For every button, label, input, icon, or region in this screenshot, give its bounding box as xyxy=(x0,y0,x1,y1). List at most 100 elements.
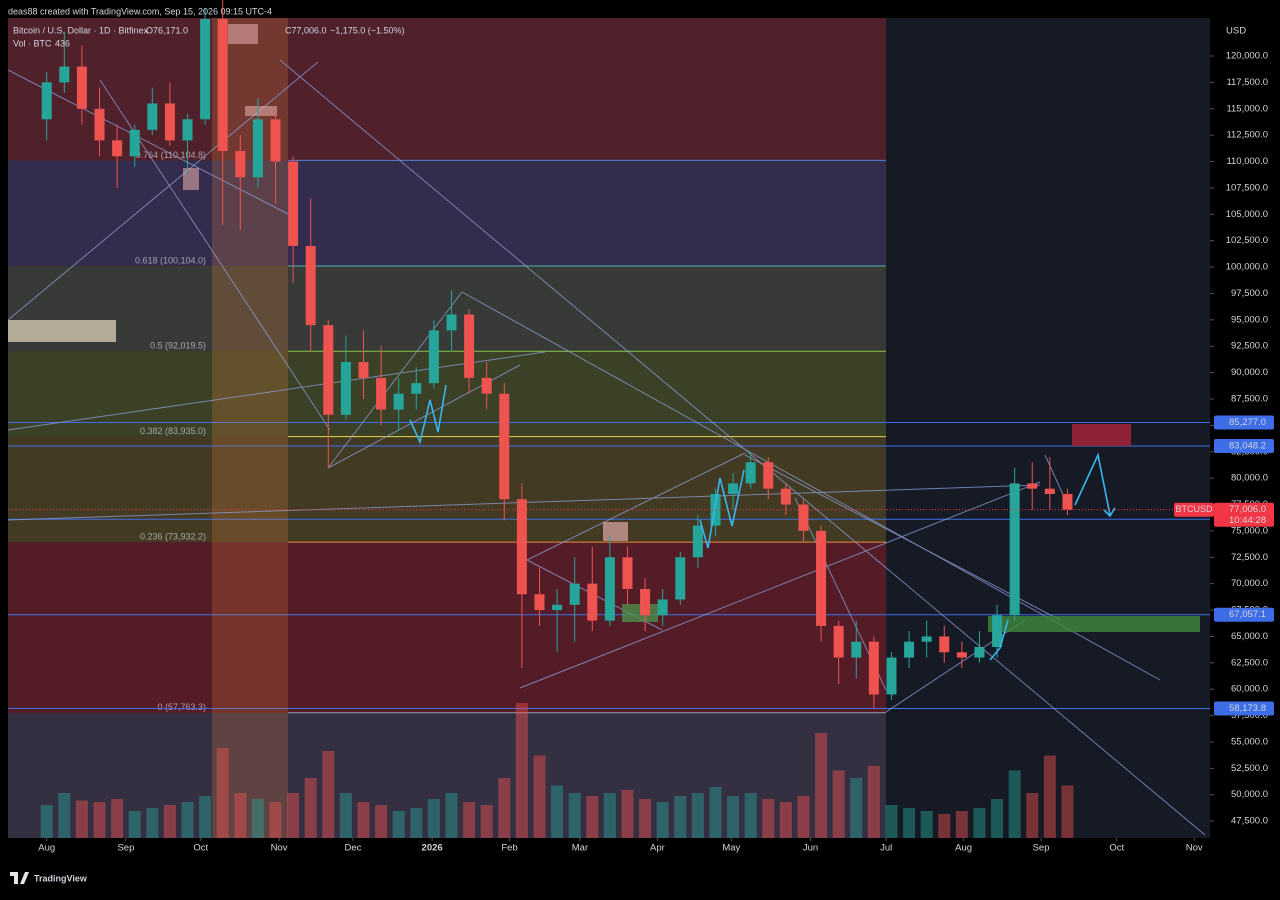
close-value: C77,006.0 xyxy=(285,25,327,35)
candle-body xyxy=(376,377,387,410)
time-axis xyxy=(0,838,1280,858)
supply-box xyxy=(1072,424,1131,446)
candle-body xyxy=(288,161,299,246)
y-tick-label: 55,000.0 xyxy=(1231,736,1268,747)
fib-zone xyxy=(8,265,886,352)
plot-area xyxy=(8,18,1210,838)
candle-body xyxy=(147,103,158,130)
volume-bar xyxy=(146,808,159,838)
volume-bar xyxy=(656,802,669,838)
projection-paths xyxy=(409,384,1116,661)
candle-body xyxy=(956,652,967,658)
volume-bar xyxy=(515,703,528,838)
volume-bar xyxy=(903,808,916,838)
volume-bar xyxy=(815,733,828,838)
y-tick-label: 90,000.0 xyxy=(1231,367,1268,378)
volume-bar xyxy=(586,796,599,838)
y-tick-label: 65,000.0 xyxy=(1231,631,1268,642)
candle-body xyxy=(1027,483,1038,489)
x-tick-label: Aug xyxy=(38,843,55,854)
hand-drawn-path xyxy=(409,384,447,445)
credit: deas88 created with TradingView.com, Sep… xyxy=(8,6,272,16)
y-tick-label: 117,500.0 xyxy=(1226,77,1268,88)
y-tick-label: 57,500.0 xyxy=(1231,710,1268,721)
candle-body xyxy=(675,557,686,600)
volume-bar xyxy=(269,802,282,838)
open-value: O76,171.0 xyxy=(146,25,188,35)
volume-bar xyxy=(1026,793,1039,838)
candle-body xyxy=(252,119,263,178)
x-tick-label: Aug xyxy=(955,843,972,854)
volume-value: 436 xyxy=(55,38,70,48)
volume-bar xyxy=(639,799,652,838)
volume-bar xyxy=(1061,785,1074,838)
y-tick-label: 92,500.0 xyxy=(1231,341,1268,352)
y-tick-label: 47,500.0 xyxy=(1231,816,1268,827)
volume-bar xyxy=(533,755,546,838)
candle-body xyxy=(992,615,1003,647)
volume-bar xyxy=(287,793,300,838)
candle-body xyxy=(235,150,246,178)
candle-body xyxy=(728,483,739,494)
x-tick-label: Sep xyxy=(1033,843,1050,854)
volume-bar xyxy=(568,793,581,838)
volume-bar xyxy=(498,778,511,838)
boxes xyxy=(8,24,1200,632)
volume-bar xyxy=(322,751,335,838)
candle-body xyxy=(780,488,791,505)
volume-bar xyxy=(304,778,317,838)
volume-bar xyxy=(744,793,757,838)
price-line-label: 85,277.0 xyxy=(1229,417,1266,428)
volume-bar xyxy=(797,796,810,838)
fib-label: 0.764 (110,104.8) xyxy=(136,150,206,160)
y-tick-label: 110,000.0 xyxy=(1226,156,1268,167)
candle-body xyxy=(112,140,123,157)
price-line-badge xyxy=(1214,607,1274,622)
x-tick-label: Oct xyxy=(1109,843,1124,854)
x-tick-label: Nov xyxy=(1186,843,1203,854)
candle-body xyxy=(710,493,721,526)
marker-box xyxy=(183,168,199,190)
marker-box xyxy=(228,24,258,44)
price-line-badge xyxy=(1214,415,1274,430)
trend-line xyxy=(7,351,546,431)
demand-box xyxy=(622,604,658,622)
volume-bar xyxy=(938,814,951,838)
candle-body xyxy=(59,66,70,83)
candle-body xyxy=(129,129,140,157)
marker-box xyxy=(245,106,277,116)
x-tick-label: Jul xyxy=(880,843,892,854)
fib-zone xyxy=(8,18,886,161)
volume-bar xyxy=(973,808,986,838)
countdown: 10:44:28 xyxy=(1229,515,1266,526)
candle-body xyxy=(604,557,615,621)
volume-bar xyxy=(40,805,53,838)
candle-body xyxy=(164,103,175,141)
candle-body xyxy=(411,383,422,394)
volume-bar xyxy=(427,799,440,838)
candle-body xyxy=(552,604,563,611)
y-tick-label: 50,000.0 xyxy=(1231,789,1268,800)
marker-box xyxy=(8,320,116,342)
fib-label: 0.382 (83,935.0) xyxy=(140,426,206,436)
volume-bar xyxy=(674,796,687,838)
candle-body xyxy=(516,499,527,595)
y-tick-label: 80,000.0 xyxy=(1231,473,1268,484)
candle-body xyxy=(921,636,932,642)
fib-label: 0 (57,763.3) xyxy=(157,702,206,712)
candle-body xyxy=(1044,488,1055,494)
volume-bar xyxy=(58,793,71,838)
volume-bar xyxy=(410,808,423,838)
candle-body xyxy=(886,657,897,695)
candle-body xyxy=(358,362,369,378)
volume-bar xyxy=(339,793,352,838)
x-tick-label: May xyxy=(722,843,740,854)
logo-mark xyxy=(10,872,29,884)
y-tick-label: 120,000.0 xyxy=(1226,51,1268,62)
volume-bar xyxy=(1008,770,1021,838)
volume-bar xyxy=(392,811,405,838)
y-tick-label: 115,000.0 xyxy=(1226,103,1268,114)
volume-bar xyxy=(163,805,176,838)
y-tick-label: 60,000.0 xyxy=(1231,684,1268,695)
